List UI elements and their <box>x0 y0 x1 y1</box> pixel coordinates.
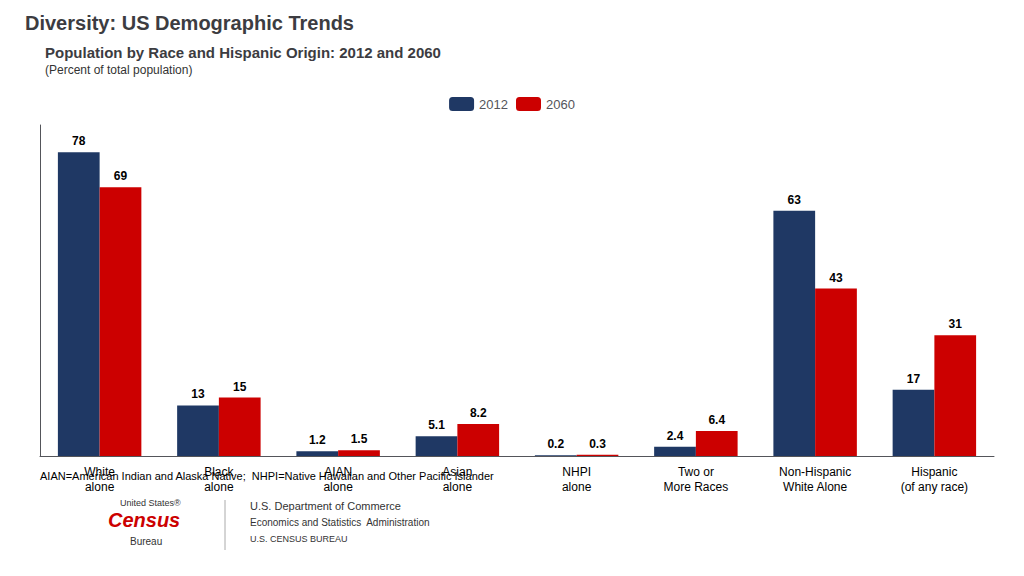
svg-text:Black: Black <box>204 465 234 479</box>
svg-text:Two or: Two or <box>678 465 714 479</box>
svg-text:(Percent of total population): (Percent of total population) <box>45 63 192 77</box>
svg-text:17: 17 <box>907 372 921 386</box>
svg-text:0.3: 0.3 <box>589 437 606 451</box>
svg-text:Diversity: US Demographic Tren: Diversity: US Demographic Trends <box>25 12 354 34</box>
svg-text:0.2: 0.2 <box>547 437 564 451</box>
svg-text:Census: Census <box>108 509 180 531</box>
svg-text:alone: alone <box>443 480 473 494</box>
svg-text:78: 78 <box>72 134 86 148</box>
svg-text:1.2: 1.2 <box>309 433 326 447</box>
svg-text:5.1: 5.1 <box>428 418 445 432</box>
svg-text:15: 15 <box>233 380 247 394</box>
svg-text:More Races: More Races <box>664 480 729 494</box>
svg-text:2012: 2012 <box>479 97 508 112</box>
svg-text:8.2: 8.2 <box>470 406 487 420</box>
svg-text:Bureau: Bureau <box>130 536 162 547</box>
svg-text:alone: alone <box>85 480 115 494</box>
svg-text:White: White <box>84 465 115 479</box>
svg-text:alone: alone <box>204 480 234 494</box>
svg-text:Non-Hispanic: Non-Hispanic <box>779 465 851 479</box>
svg-text:United States®: United States® <box>120 498 181 508</box>
svg-text:2060: 2060 <box>546 97 575 112</box>
svg-text:6.4: 6.4 <box>708 413 725 427</box>
svg-text:U.S. Department of Commerce: U.S. Department of Commerce <box>250 500 401 512</box>
svg-text:Hispanic: Hispanic <box>911 465 957 479</box>
svg-text:1.5: 1.5 <box>351 432 368 446</box>
svg-text:63: 63 <box>788 193 802 207</box>
svg-text:White Alone: White Alone <box>783 480 847 494</box>
svg-text:alone: alone <box>562 480 592 494</box>
svg-text:43: 43 <box>829 271 843 285</box>
svg-text:U.S. CENSUS BUREAU: U.S. CENSUS BUREAU <box>250 534 348 544</box>
svg-text:31: 31 <box>949 317 963 331</box>
svg-text:NHPI: NHPI <box>562 465 591 479</box>
svg-text:(of any race): (of any race) <box>901 480 968 494</box>
svg-text:Economics and Statistics Admi: Economics and Statistics Administration <box>250 517 430 528</box>
svg-text:Population by Race and Hispani: Population by Race and Hispanic Origin: … <box>45 44 441 61</box>
svg-text:alone: alone <box>323 480 353 494</box>
svg-text:13: 13 <box>191 387 205 401</box>
svg-text:69: 69 <box>114 169 128 183</box>
svg-text:2.4: 2.4 <box>667 429 684 443</box>
svg-text:AIAN=American Indian and Alask: AIAN=American Indian and Alaska Native; … <box>40 469 494 482</box>
svg-text:Asian: Asian <box>442 465 472 479</box>
svg-text:AIAN: AIAN <box>324 465 352 479</box>
